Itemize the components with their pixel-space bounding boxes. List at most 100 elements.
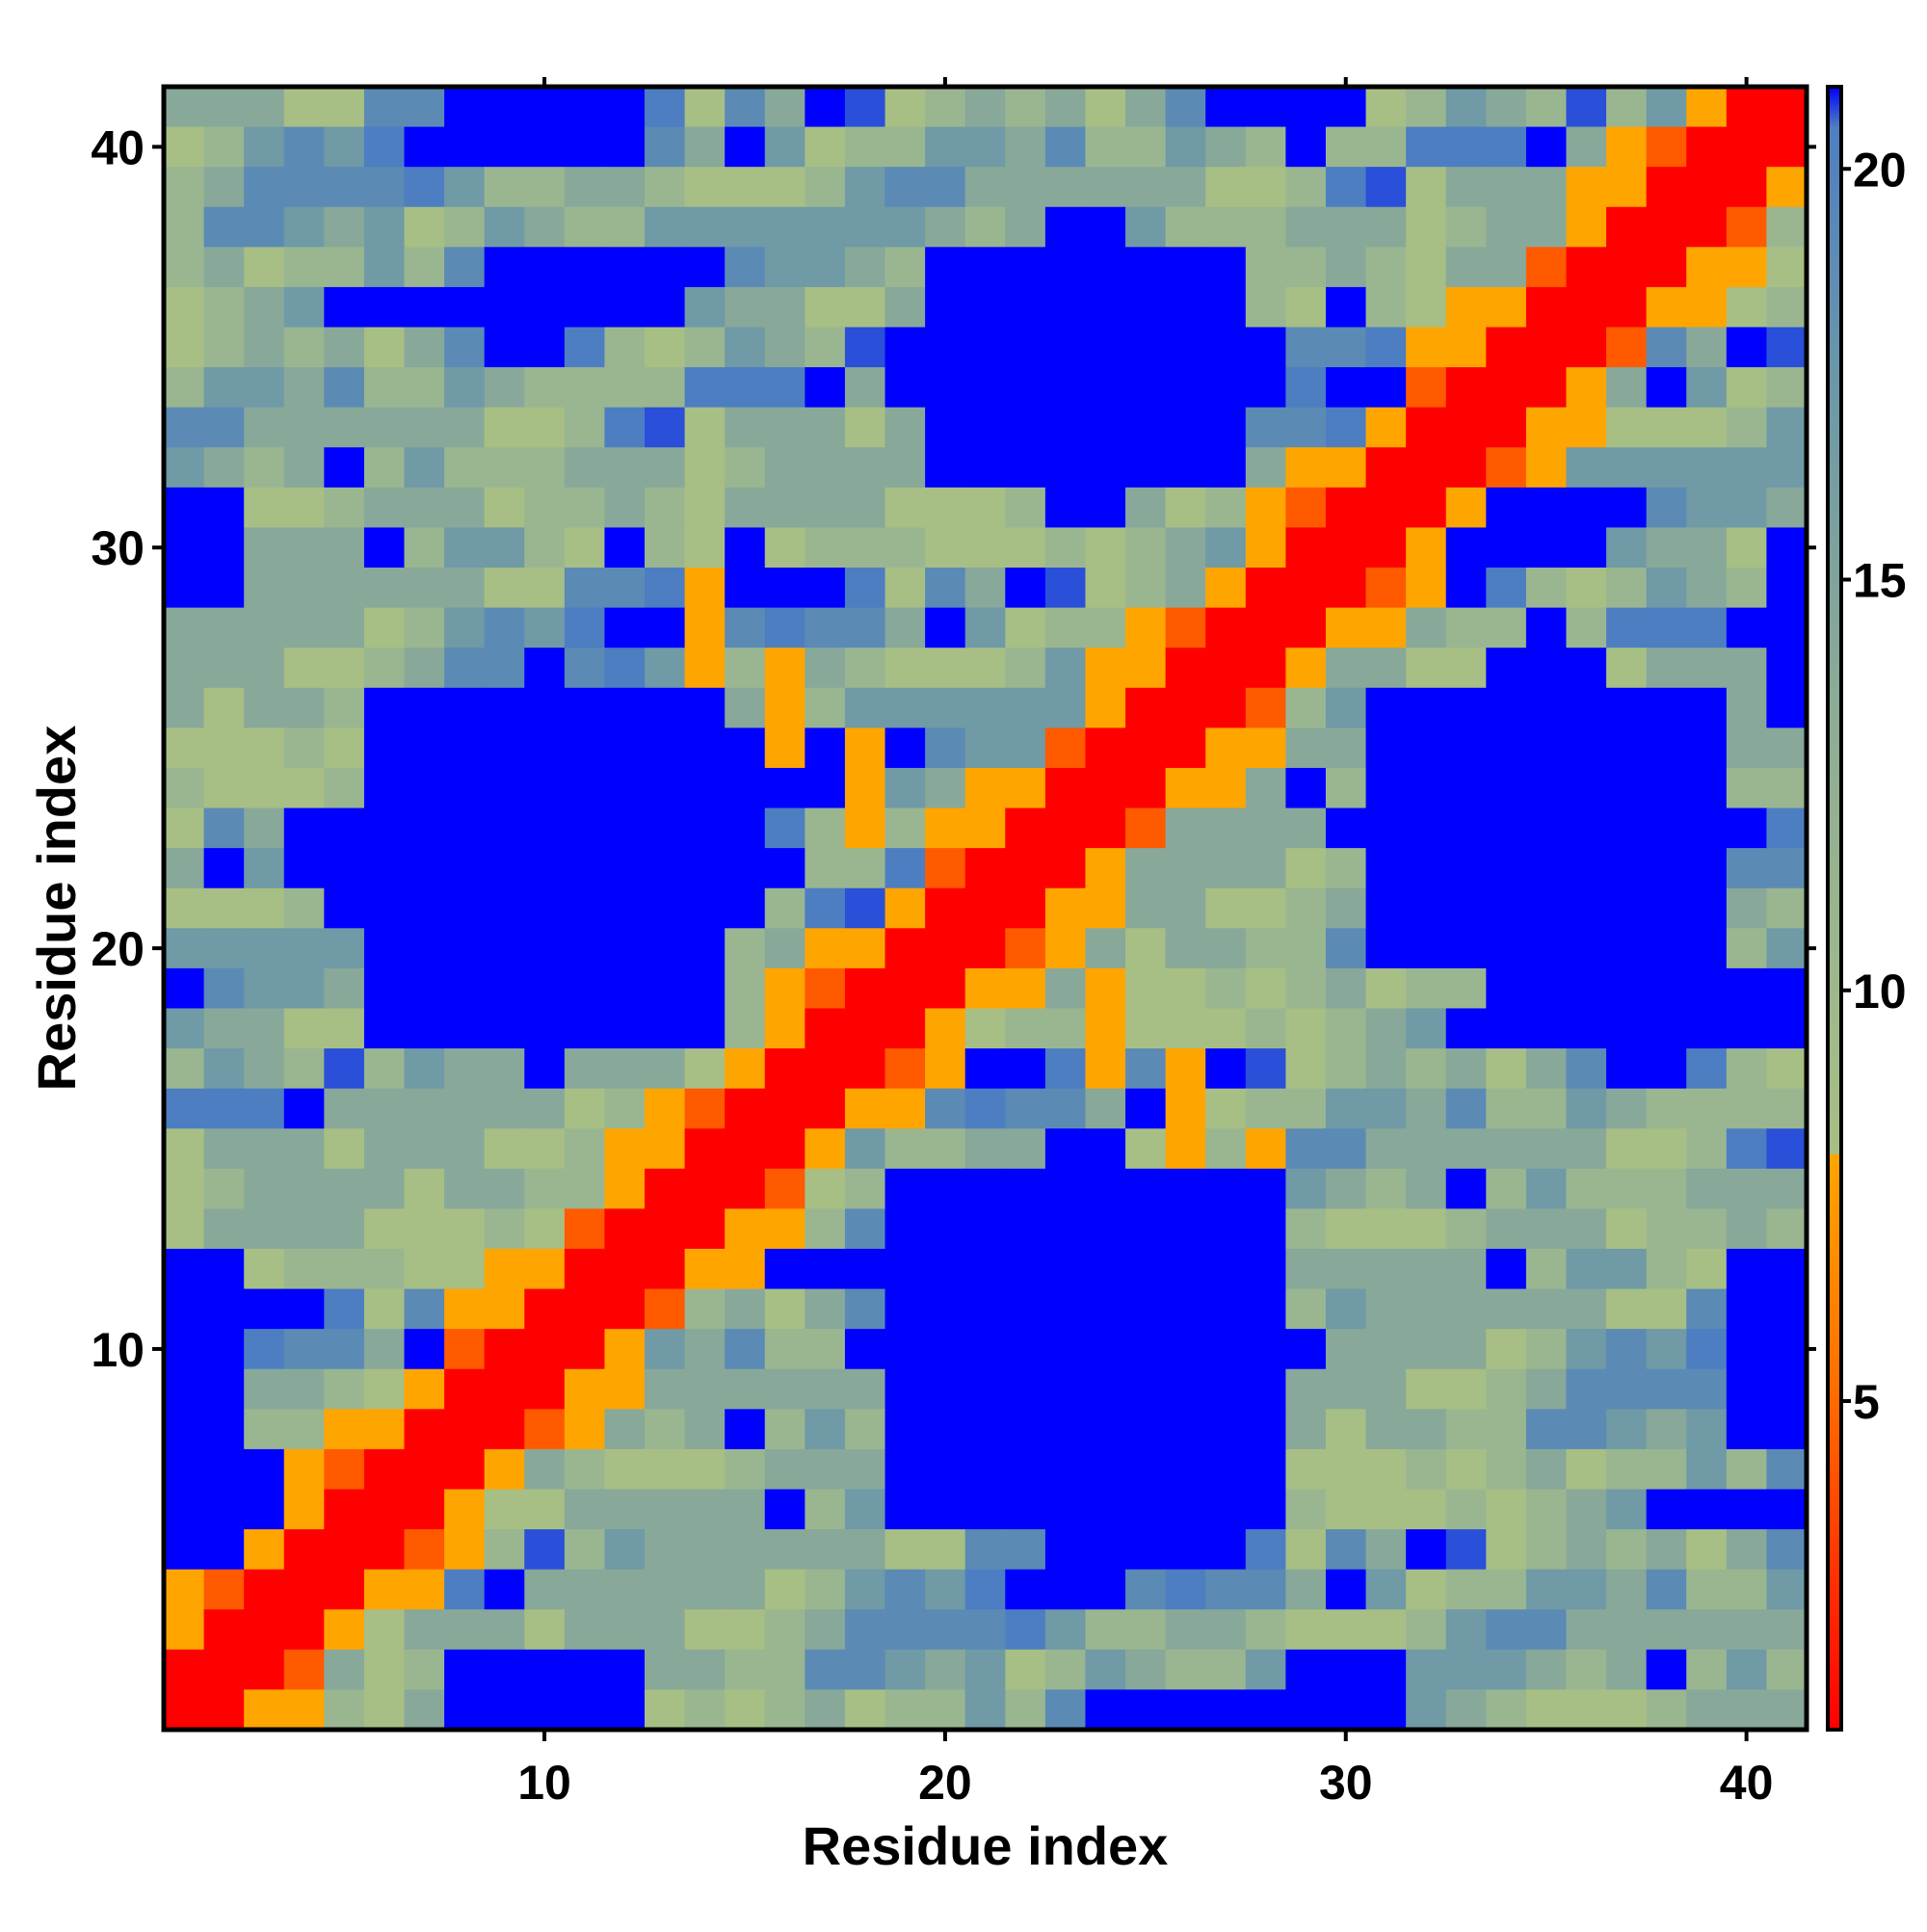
heatmap-cell <box>1726 728 1768 769</box>
heatmap-cell <box>1285 87 1327 128</box>
heatmap-cell <box>1285 1368 1327 1410</box>
heatmap-cell <box>444 887 486 929</box>
heatmap-cell <box>805 1529 846 1571</box>
heatmap-cell <box>1445 568 1487 609</box>
heatmap-cell <box>1726 1048 1768 1090</box>
heatmap-cell <box>1325 687 1367 728</box>
heatmap-cell <box>1245 327 1286 368</box>
heatmap-cell <box>964 568 1006 609</box>
heatmap-cell <box>805 87 846 128</box>
heatmap-cell <box>164 568 205 609</box>
heatmap-cell <box>1205 928 1247 969</box>
heatmap-cell <box>484 767 525 809</box>
heatmap-cell <box>764 807 805 849</box>
heatmap-cell <box>604 1329 646 1370</box>
heatmap-cell <box>645 1088 686 1129</box>
heatmap-cell <box>283 407 325 448</box>
heatmap-cell <box>645 1248 686 1290</box>
heatmap-cell <box>1566 286 1607 329</box>
heatmap-cell <box>1205 247 1247 288</box>
heatmap-cell <box>1205 1208 1247 1250</box>
heatmap-cell <box>1205 1609 1247 1651</box>
heatmap-cell <box>1005 1489 1046 1530</box>
heatmap-cell <box>1445 1368 1487 1410</box>
heatmap-cell <box>1365 367 1407 409</box>
heatmap-cell <box>203 1208 245 1250</box>
heatmap-cell <box>524 1368 566 1410</box>
heatmap-cell <box>1486 87 1527 128</box>
heatmap-cell <box>725 1248 766 1290</box>
heatmap-cell <box>1285 1649 1327 1691</box>
heatmap-cell <box>1525 1689 1568 1731</box>
heatmap-cell <box>1406 1208 1447 1250</box>
heatmap-cell <box>1365 1208 1407 1250</box>
heatmap-cell <box>1085 167 1126 208</box>
heatmap-cell <box>324 887 365 929</box>
heatmap-cell <box>925 568 966 609</box>
heatmap-cell <box>164 527 205 569</box>
heatmap-cell <box>1205 206 1247 248</box>
heatmap-cell <box>1525 87 1568 128</box>
heatmap-cell <box>1044 1409 1087 1450</box>
heatmap-cell <box>1044 648 1087 689</box>
heatmap-cell <box>684 206 726 248</box>
heatmap-cell <box>725 487 766 529</box>
heatmap-cell <box>1566 1409 1607 1450</box>
heatmap-cell <box>484 1489 525 1530</box>
heatmap-cell <box>524 1489 566 1530</box>
heatmap-cell <box>645 1649 686 1691</box>
heatmap-cell <box>1085 447 1126 489</box>
heatmap-cell <box>203 1529 245 1571</box>
heatmap-cell <box>564 687 606 728</box>
heatmap-cell <box>1044 928 1087 969</box>
heatmap-cell <box>604 327 646 368</box>
heatmap-cell <box>1606 1409 1648 1450</box>
heatmap-cell <box>283 928 325 969</box>
heatmap-cell <box>1125 1689 1167 1731</box>
heatmap-cell <box>484 1128 525 1170</box>
heatmap-cell <box>444 1008 486 1049</box>
heatmap-cell <box>1365 1329 1407 1370</box>
heatmap-cell <box>1486 568 1527 609</box>
heatmap-cell <box>805 1288 846 1330</box>
heatmap-cell <box>884 1448 926 1491</box>
heatmap-cell <box>1566 1489 1607 1530</box>
heatmap-cell <box>925 286 966 329</box>
heatmap-cell <box>1445 247 1487 288</box>
heatmap-cell <box>684 848 726 889</box>
heatmap-cell <box>805 848 846 889</box>
heatmap-cell <box>764 967 805 1010</box>
heatmap-cell <box>844 568 886 609</box>
heatmap-cell <box>964 1048 1006 1090</box>
heatmap-cell <box>1726 1368 1768 1410</box>
heatmap-cell <box>1726 1248 1768 1290</box>
heatmap-cell <box>1726 807 1768 849</box>
heatmap-cell <box>1365 887 1407 929</box>
heatmap-cell <box>645 367 686 409</box>
heatmap-cell <box>964 1088 1006 1129</box>
heatmap-cell <box>324 527 365 569</box>
heatmap-cell <box>524 607 566 648</box>
heatmap-cell <box>1486 1569 1527 1610</box>
heatmap-cell <box>404 1008 445 1049</box>
heatmap-cell <box>203 1448 245 1491</box>
heatmap-cell <box>283 728 325 769</box>
heatmap-cell <box>925 728 966 769</box>
heatmap-cell <box>404 1048 445 1090</box>
heatmap-cell <box>1445 367 1487 409</box>
heatmap-cell <box>283 848 325 889</box>
heatmap-cell <box>524 887 566 929</box>
heatmap-cell <box>1726 1168 1768 1209</box>
heatmap-cell <box>1726 568 1768 609</box>
heatmap-cell <box>203 167 245 208</box>
heatmap-cell <box>684 1609 726 1651</box>
heatmap-cell <box>925 1609 966 1651</box>
heatmap-cell <box>283 367 325 409</box>
heatmap-cell <box>604 167 646 208</box>
heatmap-cell <box>484 206 525 248</box>
heatmap-cell <box>244 1208 285 1250</box>
heatmap-cell <box>884 1168 926 1209</box>
heatmap-cell <box>1325 607 1367 648</box>
heatmap-cell <box>1044 327 1087 368</box>
heatmap-cell <box>444 1489 486 1530</box>
